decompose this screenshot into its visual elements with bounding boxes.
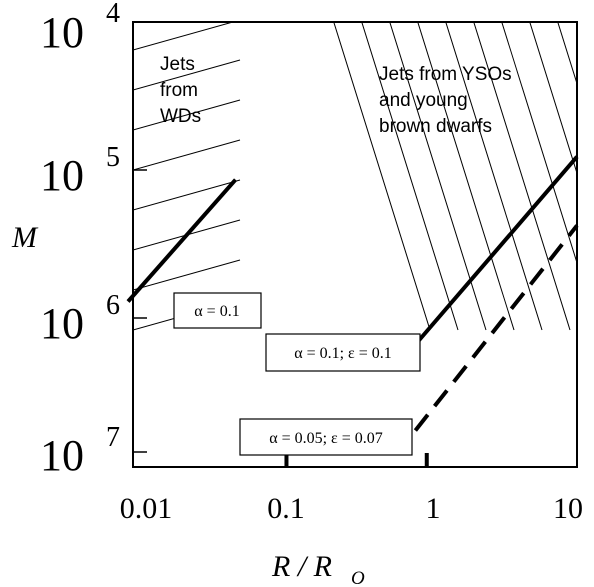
hatch-line <box>361 22 459 331</box>
y-tick-label-7: 10 <box>40 431 84 480</box>
hatch-line <box>582 10 594 330</box>
region-label-line: Jets from YSOs <box>379 64 512 85</box>
x-tick-label: 0.01 <box>120 492 173 525</box>
y-tick-exp-5: 5 <box>106 142 120 173</box>
series-lines <box>126 155 579 432</box>
x-tick-label: 1 <box>426 492 441 525</box>
y-tick-exp-7: 7 <box>106 422 120 453</box>
hatch-line <box>473 22 571 331</box>
hatch-line <box>417 22 515 331</box>
hatch-line <box>389 22 487 331</box>
y-tick-label-5: 10 <box>40 151 84 200</box>
series-line-alpha-0-05-eps-0-07 <box>413 224 579 432</box>
y-tick-exp-6: 6 <box>106 290 120 321</box>
series-line-alpha-0-1 <box>126 178 238 303</box>
hatch-line <box>133 139 241 171</box>
hatch-line <box>501 22 577 265</box>
region-label-line: brown dwarfs <box>379 116 492 137</box>
series-label-box-2: α = 0.05; ε = 0.07 <box>239 418 413 456</box>
plot-frame <box>132 21 578 468</box>
hatch-line <box>133 179 241 211</box>
y-tick-labels: 10 4 10 5 10 6 10 7 <box>40 0 120 480</box>
series-line-alpha-0-1-eps-0-1 <box>413 155 579 346</box>
hatch-line <box>445 22 543 331</box>
region-label-line: from <box>160 80 198 101</box>
hatch-line <box>557 22 577 86</box>
y-tick-exp-4: 4 <box>106 0 120 29</box>
y-tick-label-4: 10 <box>40 8 84 57</box>
series-label-box-0: α = 0.1 <box>173 292 262 329</box>
x-axis-title: R / R <box>271 550 332 583</box>
x-tick-label: 10 <box>553 492 583 525</box>
x-tick-labels: 0.01 0.1 1 10 <box>120 492 583 525</box>
y-axis-ticks <box>133 21 147 453</box>
hatch-line <box>333 22 431 331</box>
x-tick-label: 0.1 <box>267 492 305 525</box>
series-label: α = 0.05; ε = 0.07 <box>269 430 383 447</box>
y-axis-title: M <box>11 221 39 254</box>
region-label-wds: Jets from WDs <box>160 54 201 127</box>
hatch-line <box>133 22 235 51</box>
region-label-line: and young <box>379 90 468 111</box>
region-label-line: WDs <box>160 106 201 127</box>
x-axis-title-subscript: O <box>351 568 365 587</box>
series-label: α = 0.1; ε = 0.1 <box>294 345 392 362</box>
hatch-shading <box>133 10 594 331</box>
hatch-line <box>133 99 241 131</box>
y-tick-label-6: 10 <box>40 299 84 348</box>
hatch-line <box>133 259 241 291</box>
region-label-ysos: Jets from YSOs and young brown dwarfs <box>379 64 512 137</box>
region-label-line: Jets <box>160 54 195 75</box>
hatch-line <box>529 22 577 175</box>
hatch-line <box>133 59 241 91</box>
series-label: α = 0.1 <box>194 303 239 320</box>
series-label-box-1: α = 0.1; ε = 0.1 <box>265 333 421 372</box>
